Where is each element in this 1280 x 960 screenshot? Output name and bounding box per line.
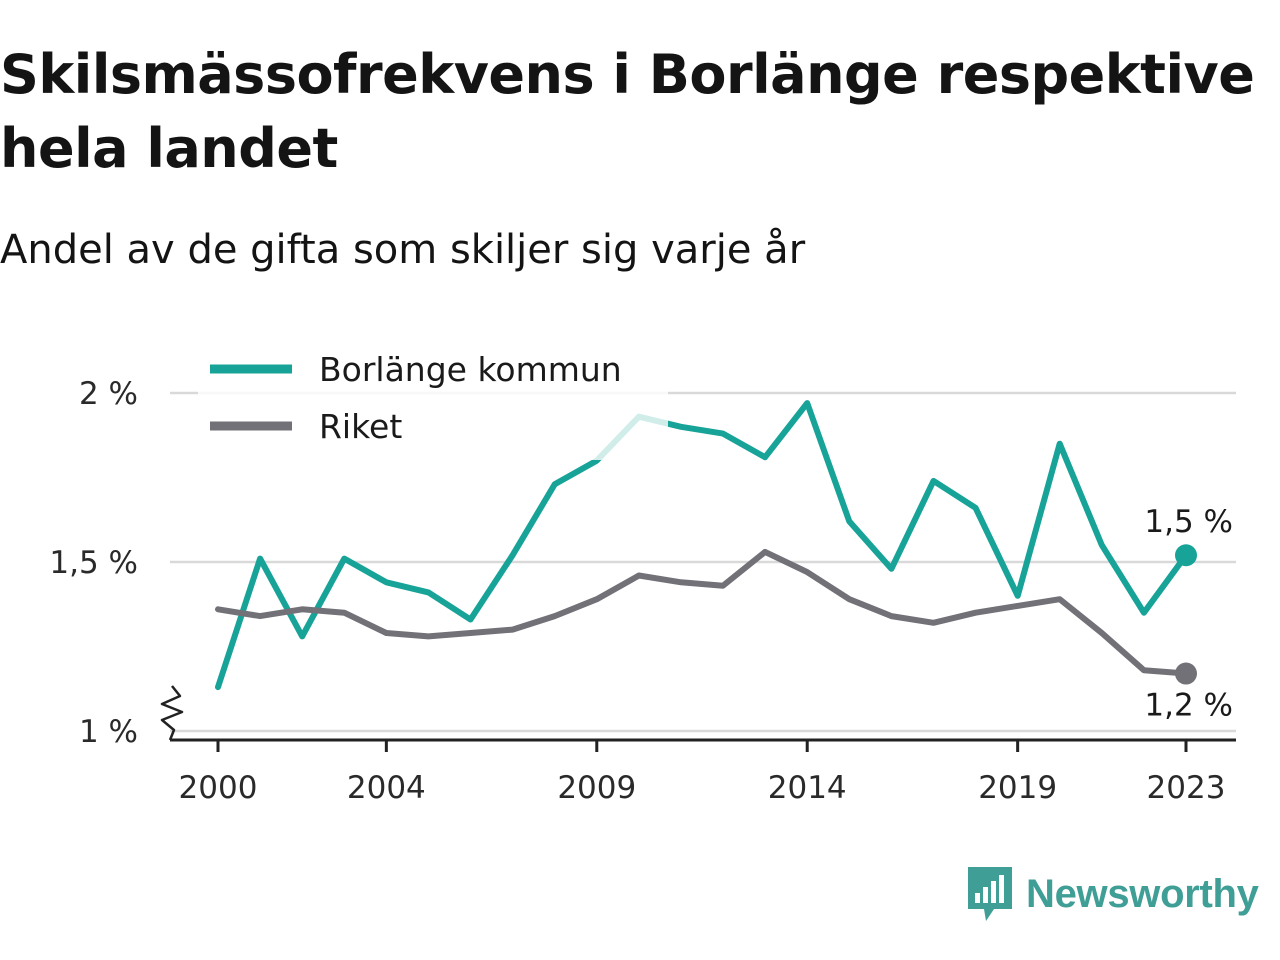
end-marker-borlange xyxy=(1175,544,1197,567)
y-tick-label: 1,5 % xyxy=(49,545,138,581)
y-tick-label: 2 % xyxy=(79,376,138,412)
series-line-borlange xyxy=(215,400,1189,691)
end-marker-riket xyxy=(1175,662,1197,685)
newsworthy-logo: Newsworthy xyxy=(964,862,1259,926)
x-tick-label: 2000 xyxy=(179,770,258,806)
series-lines xyxy=(215,400,1189,691)
x-tick-label: 2019 xyxy=(978,770,1057,806)
end-markers: 1,5 % 1,2 % xyxy=(1144,504,1233,723)
y-axis-break-symbol xyxy=(160,685,184,741)
x-tick-label: 2014 xyxy=(768,770,847,806)
legend-label-borlange: Borlänge kommun xyxy=(319,350,622,389)
legend: Borlänge kommun Riket xyxy=(198,338,668,460)
axes: 1 % 1,5 % 2 % 2000 2004 2009 2014 2019 2023 xyxy=(49,376,1236,806)
y-tick-label: 1 % xyxy=(79,714,138,750)
brand-name: Newsworthy xyxy=(1026,871,1259,916)
x-tick-label: 2009 xyxy=(557,770,636,806)
end-label-borlange: 1,5 % xyxy=(1144,504,1233,540)
legend-background xyxy=(198,338,668,460)
newsworthy-logo-icon xyxy=(968,867,1012,921)
end-label-riket: 1,2 % xyxy=(1144,688,1233,724)
legend-label-riket: Riket xyxy=(319,407,402,446)
chart-subtitle: Andel av de gifta som skiljer sig varje … xyxy=(0,227,806,273)
x-tick-label: 2023 xyxy=(1147,770,1226,806)
chart-title: Skilsmässofrekvens i Borlänge respektive… xyxy=(0,43,1255,180)
series-line-riket xyxy=(215,548,1189,677)
x-tick-label: 2004 xyxy=(347,770,426,806)
